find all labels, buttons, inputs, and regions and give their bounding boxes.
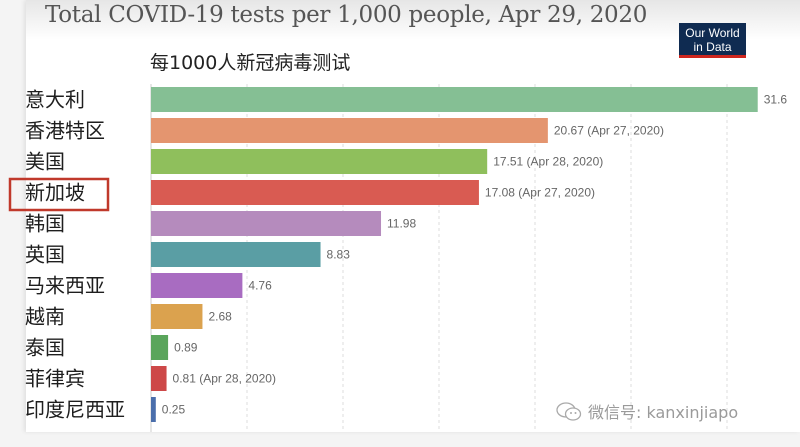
bar-9[interactable] [151, 366, 167, 391]
category-label: 泰国 [25, 336, 65, 360]
watermark-text: 微信号: kanxinjiapo [588, 403, 739, 422]
category-label: 英国 [25, 243, 65, 267]
category-label: 新加坡 [25, 181, 85, 205]
category-label: 韩国 [25, 212, 65, 236]
value-label: 0.89 [174, 341, 198, 355]
category-label: 菲律宾 [25, 367, 85, 391]
category-label: 美国 [25, 150, 65, 174]
value-label: 0.81 (Apr 28, 2020) [173, 372, 276, 386]
highlight-box [8, 177, 110, 212]
bar-5[interactable] [151, 242, 321, 267]
wechat-icon [556, 401, 582, 426]
header-shade [26, 0, 800, 40]
value-label: 31.6 [764, 93, 788, 107]
bar-10[interactable] [151, 397, 156, 422]
value-label: 4.76 [248, 279, 272, 293]
value-label: 0.25 [162, 403, 186, 417]
logo-line-1: Our World [685, 26, 740, 40]
chart-title: Total COVID-19 tests per 1,000 people, A… [45, 2, 648, 28]
bar-6[interactable] [151, 273, 243, 298]
category-label: 越南 [25, 305, 65, 329]
value-label: 17.08 (Apr 27, 2020) [485, 186, 595, 200]
bars [151, 87, 758, 422]
value-label: 20.67 (Apr 27, 2020) [554, 124, 664, 138]
chart-subtitle: 每1000人新冠病毒测试 [150, 52, 351, 74]
category-label: 意大利 [25, 88, 85, 112]
category-label: 印度尼西亚 [25, 398, 125, 422]
bar-2[interactable] [151, 149, 488, 174]
category-label: 马来西亚 [25, 274, 105, 298]
value-label: 17.51 (Apr 28, 2020) [493, 155, 603, 169]
bar-8[interactable] [151, 335, 169, 360]
bar-3[interactable] [151, 180, 479, 205]
value-label: 2.68 [208, 310, 232, 324]
watermark: 微信号: kanxinjiapo [556, 399, 738, 426]
category-label: 香港特区 [25, 119, 105, 143]
our-world-in-data-logo[interactable]: Our World in Data [679, 23, 746, 58]
value-label: 11.98 [387, 217, 416, 231]
value-labels: 31.6 20.67 (Apr 27, 2020) 17.51 (Apr 28, 2… [162, 93, 788, 417]
bar-7[interactable] [151, 304, 203, 329]
bar-1[interactable] [151, 118, 548, 143]
value-label: 8.83 [327, 248, 351, 262]
logo-line-2: in Data [693, 40, 732, 54]
bar-4[interactable] [151, 211, 382, 236]
bar-0[interactable] [151, 87, 758, 112]
